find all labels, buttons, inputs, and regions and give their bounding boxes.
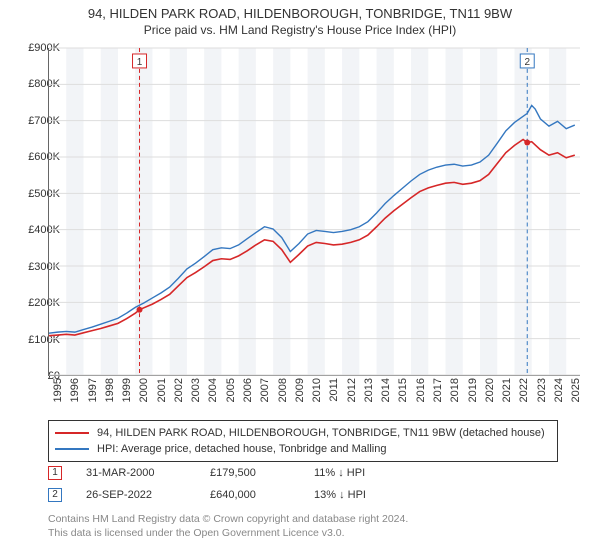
- transaction-date-2: 26-SEP-2022: [86, 484, 186, 506]
- transaction-date-1: 31-MAR-2000: [86, 462, 186, 484]
- footer-line-1: Contains HM Land Registry data © Crown c…: [48, 512, 408, 526]
- x-tick-label: 2006: [242, 378, 254, 402]
- footer-line-2: This data is licensed under the Open Gov…: [48, 526, 408, 540]
- legend-swatch-property: [55, 432, 89, 434]
- legend-swatch-hpi: [55, 448, 89, 450]
- transaction-delta-1: 11% ↓ HPI: [314, 462, 365, 484]
- title-line-2: Price paid vs. HM Land Registry's House …: [10, 23, 590, 37]
- plot-svg: 12: [49, 48, 580, 375]
- legend: 94, HILDEN PARK ROAD, HILDENBOROUGH, TON…: [48, 420, 558, 462]
- svg-text:1: 1: [137, 57, 143, 68]
- x-tick-label: 2024: [553, 378, 565, 402]
- x-tick-label: 1997: [87, 378, 99, 402]
- x-tick-label: 2010: [311, 378, 323, 402]
- x-tick-label: 2001: [156, 378, 168, 402]
- x-tick-label: 2016: [415, 378, 427, 402]
- legend-row-hpi: HPI: Average price, detached house, Tonb…: [55, 441, 551, 457]
- x-tick-label: 2005: [225, 378, 237, 402]
- x-tick-label: 2008: [277, 378, 289, 402]
- x-tick-label: 2002: [173, 378, 185, 402]
- footer: Contains HM Land Registry data © Crown c…: [48, 512, 408, 540]
- x-tick-label: 2023: [536, 378, 548, 402]
- legend-label-property: 94, HILDEN PARK ROAD, HILDENBOROUGH, TON…: [97, 425, 545, 441]
- svg-text:2: 2: [524, 57, 530, 68]
- transaction-row-2: 2 26-SEP-2022 £640,000 13% ↓ HPI: [48, 484, 366, 506]
- title-line-1: 94, HILDEN PARK ROAD, HILDENBOROUGH, TON…: [10, 6, 590, 21]
- x-tick-label: 1996: [69, 378, 81, 402]
- x-tick-label: 2007: [259, 378, 271, 402]
- x-tick-label: 2012: [346, 378, 358, 402]
- x-tick-label: 2009: [294, 378, 306, 402]
- transaction-delta-2: 13% ↓ HPI: [314, 484, 366, 506]
- x-tick-label: 1995: [52, 378, 64, 402]
- x-tick-label: 2019: [467, 378, 479, 402]
- x-tick-label: 2004: [207, 378, 219, 402]
- x-tick-label: 2018: [449, 378, 461, 402]
- transaction-price-2: £640,000: [210, 484, 290, 506]
- x-tick-label: 1998: [104, 378, 116, 402]
- legend-row-property: 94, HILDEN PARK ROAD, HILDENBOROUGH, TON…: [55, 425, 551, 441]
- x-tick-label: 2021: [501, 378, 513, 402]
- transaction-price-1: £179,500: [210, 462, 290, 484]
- chart-title: 94, HILDEN PARK ROAD, HILDENBOROUGH, TON…: [0, 0, 600, 41]
- x-tick-label: 2025: [570, 378, 582, 402]
- x-tick-label: 2020: [484, 378, 496, 402]
- transaction-table: 1 31-MAR-2000 £179,500 11% ↓ HPI 2 26-SE…: [48, 462, 366, 506]
- x-tick-label: 2003: [190, 378, 202, 402]
- transaction-marker-1: 1: [48, 466, 62, 480]
- transaction-marker-2: 2: [48, 488, 62, 502]
- x-tick-label: 2017: [432, 378, 444, 402]
- transaction-row-1: 1 31-MAR-2000 £179,500 11% ↓ HPI: [48, 462, 366, 484]
- x-tick-label: 2022: [518, 378, 530, 402]
- legend-label-hpi: HPI: Average price, detached house, Tonb…: [97, 441, 386, 457]
- x-tick-label: 2015: [397, 378, 409, 402]
- plot-area: 12: [48, 48, 580, 376]
- x-tick-label: 2011: [328, 378, 340, 402]
- chart-container: { "title": { "line1": "94, HILDEN PARK R…: [0, 0, 600, 560]
- x-tick-label: 2000: [138, 378, 150, 402]
- x-tick-label: 2013: [363, 378, 375, 402]
- x-tick-label: 2014: [380, 378, 392, 402]
- x-tick-label: 1999: [121, 378, 133, 402]
